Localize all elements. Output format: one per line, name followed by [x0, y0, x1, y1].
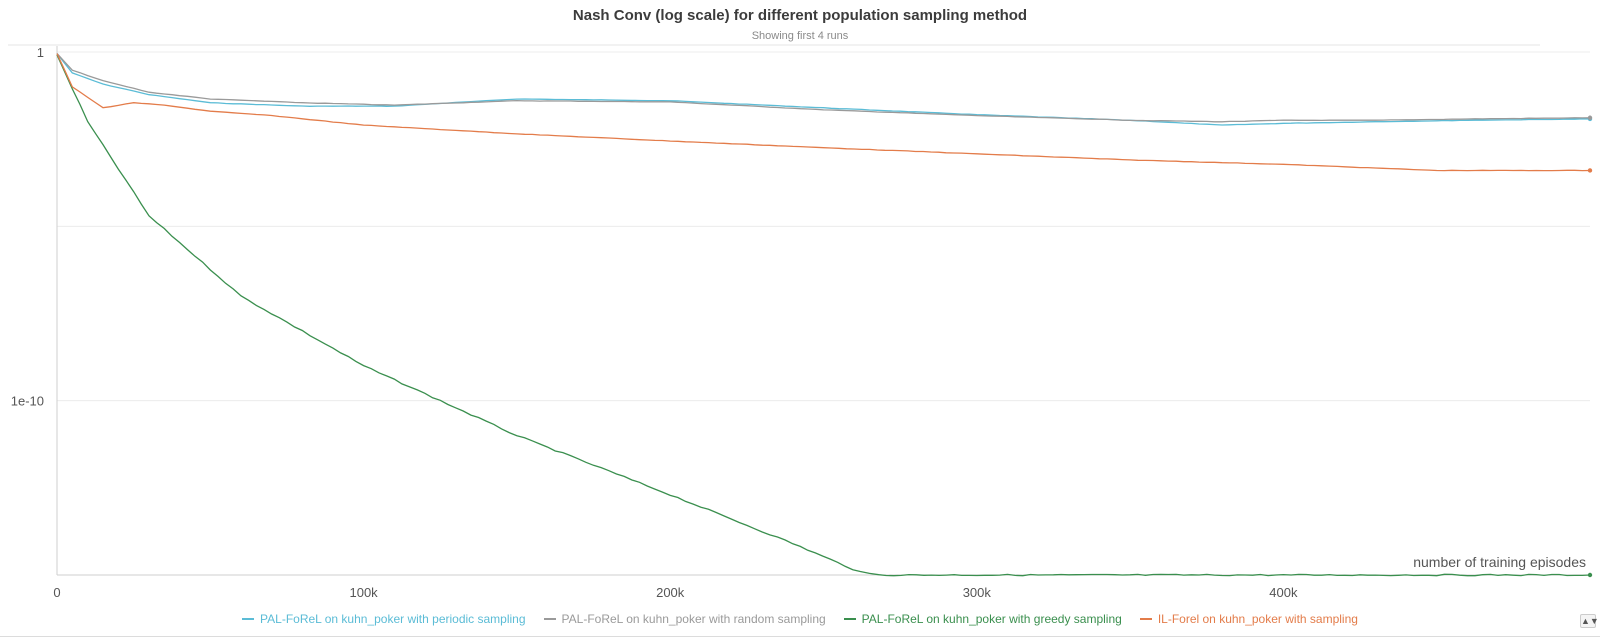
series-line	[56, 53, 1591, 123]
legend-scroll-button[interactable]: ▲▼	[1580, 614, 1599, 628]
legend-swatch	[843, 618, 856, 620]
series-line	[56, 53, 1591, 172]
series-line	[56, 53, 1591, 126]
y-tick-label: 1e-10	[11, 394, 44, 409]
legend-item[interactable]: PAL-FoReL on kuhn_poker with periodic sa…	[242, 612, 526, 626]
series-line	[56, 54, 1591, 577]
x-tick-label: 400k	[1269, 585, 1298, 600]
chart-subtitle: Showing first 4 runs	[751, 30, 849, 42]
x-tick-label: 200k	[656, 585, 685, 600]
legend-item[interactable]: PAL-FoReL on kuhn_poker with random samp…	[543, 612, 826, 626]
series-end-point	[1587, 115, 1593, 120]
legend-label: PAL-FoReL on kuhn_poker with periodic sa…	[260, 612, 526, 626]
legend-swatch	[1139, 618, 1152, 620]
series-end-point	[1587, 572, 1593, 578]
y-tick-label: 1	[37, 45, 44, 60]
legend-item[interactable]: PAL-FoReL on kuhn_poker with greedy samp…	[843, 612, 1122, 626]
legend-swatch	[242, 618, 255, 620]
chart-legend: PAL-FoReL on kuhn_poker with periodic sa…	[0, 612, 1600, 626]
series-end-point	[1587, 168, 1593, 173]
bottom-divider	[0, 636, 1600, 637]
legend-label: PAL-FoReL on kuhn_poker with greedy samp…	[861, 612, 1122, 626]
x-tick-label: 100k	[349, 585, 378, 600]
legend-label: PAL-FoReL on kuhn_poker with random samp…	[561, 612, 826, 626]
x-tick-label: 0	[53, 585, 60, 600]
chart-title: Nash Conv (log scale) for different popu…	[572, 7, 1028, 24]
legend-item[interactable]: IL-Forel on kuhn_poker with sampling	[1139, 612, 1358, 626]
legend-swatch	[543, 618, 556, 620]
x-axis-label: number of training episodes	[1413, 554, 1586, 570]
legend-label: IL-Forel on kuhn_poker with sampling	[1157, 612, 1358, 626]
x-tick-label: 300k	[963, 585, 992, 600]
